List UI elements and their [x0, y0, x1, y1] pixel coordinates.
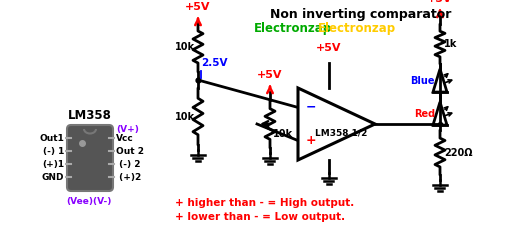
- Text: + higher than - = High output.: + higher than - = High output.: [175, 198, 354, 208]
- Text: Out 2: Out 2: [116, 147, 144, 156]
- Text: (-) 1: (-) 1: [42, 147, 64, 156]
- Text: Blue: Blue: [410, 76, 434, 85]
- Text: (V+): (V+): [116, 125, 138, 134]
- Text: 10k: 10k: [273, 129, 292, 139]
- Text: 10k: 10k: [175, 42, 194, 52]
- Text: (Vee)(V-): (Vee)(V-): [66, 197, 111, 206]
- Text: Non inverting comparator: Non inverting comparator: [270, 8, 450, 21]
- Text: LM358 1/2: LM358 1/2: [315, 128, 367, 137]
- Text: GND: GND: [41, 173, 64, 182]
- Text: −: −: [306, 101, 316, 114]
- Text: Red: Red: [413, 108, 434, 119]
- Text: Electronzap: Electronzap: [254, 22, 331, 35]
- Text: Electronzap: Electronzap: [317, 22, 395, 35]
- Text: 10k: 10k: [175, 111, 194, 122]
- Polygon shape: [297, 88, 374, 160]
- Text: +5V: +5V: [185, 2, 211, 12]
- Text: LM358: LM358: [68, 109, 112, 122]
- Text: 2.5V: 2.5V: [200, 58, 227, 68]
- Text: 1k: 1k: [443, 39, 457, 49]
- Text: +5V: +5V: [257, 70, 282, 80]
- Text: (-) 2: (-) 2: [116, 160, 140, 169]
- Text: +5V: +5V: [426, 0, 452, 4]
- Text: +5V: +5V: [316, 43, 341, 53]
- Text: 220Ω: 220Ω: [443, 147, 472, 158]
- Text: Vcc: Vcc: [116, 134, 133, 143]
- Text: (+)2: (+)2: [116, 173, 141, 182]
- Text: +: +: [306, 134, 316, 147]
- Text: (+)1: (+)1: [42, 160, 64, 169]
- Text: Out1: Out1: [39, 134, 64, 143]
- Text: + lower than - = Low output.: + lower than - = Low output.: [175, 212, 344, 222]
- FancyBboxPatch shape: [67, 125, 113, 191]
